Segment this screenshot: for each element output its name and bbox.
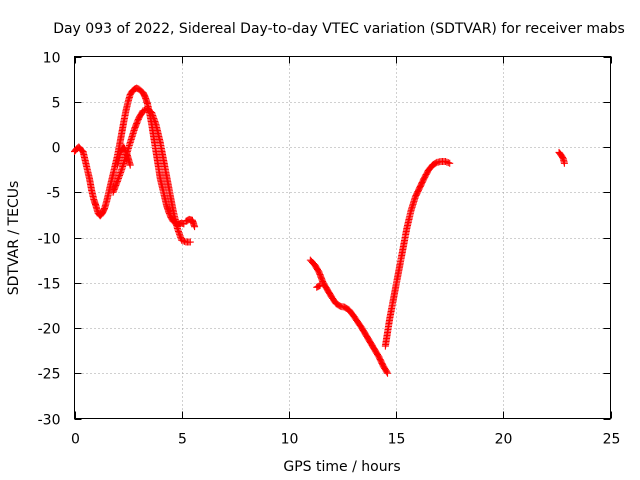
data-point: [186, 238, 194, 246]
y-tick-label: -25: [38, 367, 61, 383]
y-tick-label: -10: [38, 232, 61, 248]
y-tick-label: -5: [47, 186, 61, 202]
data-point: [560, 159, 568, 167]
data-point: [384, 369, 392, 377]
y-tick-labels: 10 5 0 -5 -10 -15 -20 -25 -30: [38, 51, 61, 429]
x-tick-labels: 0 5 10 15 20 25: [71, 432, 620, 448]
x-tick-label: 5: [178, 432, 187, 448]
data-point: [446, 159, 454, 167]
data-point: [383, 368, 391, 376]
axis-ticks: [74, 56, 612, 420]
data-point: [126, 161, 134, 169]
data-point: [120, 143, 128, 151]
y-tick-label: 10: [43, 51, 61, 67]
x-axis-label: GPS time / hours: [283, 459, 400, 475]
gridlines: [74, 56, 611, 419]
x-tick-label: 25: [603, 432, 621, 448]
y-axis-label: SDTVAR / TECUs: [6, 181, 22, 296]
x-tick-label: 15: [388, 432, 406, 448]
x-tick-label: 10: [281, 432, 299, 448]
y-tick-label: -20: [38, 322, 61, 338]
data-point: [121, 146, 129, 154]
y-tick-label: -30: [38, 413, 61, 429]
data-point: [315, 282, 323, 290]
data-point: [191, 223, 199, 231]
chart-title: Day 093 of 2022, Sidereal Day-to-day VTE…: [53, 21, 625, 37]
x-tick-label: 0: [71, 432, 80, 448]
data-point: [444, 159, 452, 167]
y-tick-label: 5: [52, 96, 61, 112]
x-tick-label: 20: [495, 432, 513, 448]
data-point: [120, 144, 128, 152]
y-tick-label: -15: [38, 277, 61, 293]
data-point: [122, 147, 130, 155]
y-tick-label: 0: [52, 141, 61, 157]
data-points: [71, 84, 568, 377]
plot-frame: [74, 56, 611, 419]
data-point: [316, 281, 324, 289]
